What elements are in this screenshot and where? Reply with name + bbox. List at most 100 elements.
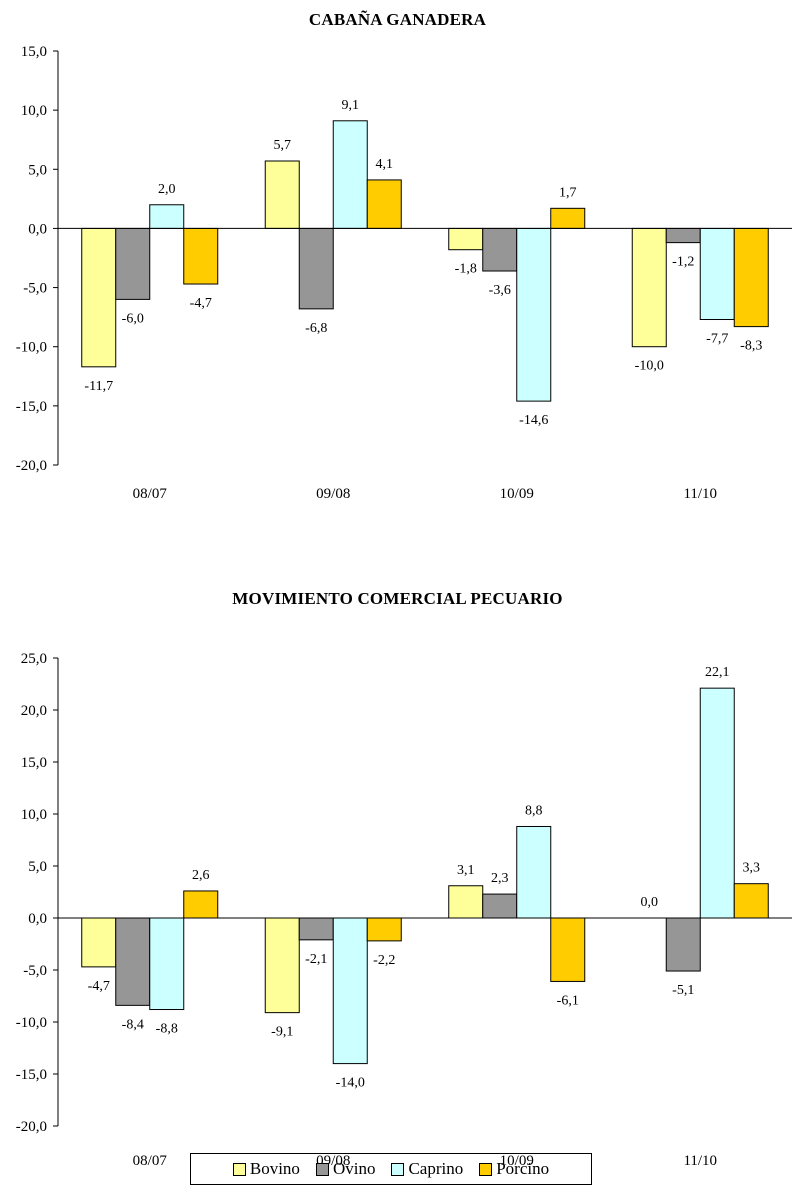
y-tick-label: -15,0 xyxy=(16,399,47,415)
legend-swatch-bovino xyxy=(232,1162,246,1176)
data-label: -1,8 xyxy=(455,262,477,277)
data-label: 3,1 xyxy=(457,863,475,878)
y-tick-label: -15,0 xyxy=(16,1067,47,1083)
x-tick-label: 08/07 xyxy=(133,486,168,502)
chart-cabana-ganadera: CABAÑA GANADERA 15,0 10,0 5,0 0,0 -5,0 -10,0 -… xyxy=(0,0,795,520)
data-label: -7,7 xyxy=(706,332,728,347)
x-tick-label: 10/09 xyxy=(500,1153,534,1169)
bar-porcino xyxy=(366,179,402,229)
bar-caprino xyxy=(149,204,185,229)
data-label: 5,7 xyxy=(274,138,292,153)
data-label: -2,2 xyxy=(373,953,395,968)
legend-item-bovino: Bovino xyxy=(232,1159,300,1179)
data-label: 22,1 xyxy=(705,665,730,680)
y-tick-label: -10,0 xyxy=(16,340,47,356)
legend-label: Ovino xyxy=(332,1159,376,1178)
data-label: -8,8 xyxy=(156,1022,178,1037)
data-label: -4,7 xyxy=(88,979,110,994)
data-label: -6,0 xyxy=(122,311,144,326)
data-label: -3,6 xyxy=(489,283,511,298)
data-label: -8,4 xyxy=(122,1017,144,1032)
bar-bovino xyxy=(448,885,484,919)
bar-caprino xyxy=(699,687,735,919)
y-tick-label: 15,0 xyxy=(21,44,47,60)
bar-ovino xyxy=(482,227,518,272)
bar-caprino xyxy=(699,227,735,321)
legend-item-ovino: Ovino xyxy=(315,1159,376,1179)
bar-bovino xyxy=(81,227,117,368)
y-tick-label: 0,0 xyxy=(28,911,47,927)
legend-label: Caprino xyxy=(408,1159,464,1178)
bar-chart-svg: 15,0 10,0 5,0 0,0 -5,0 -10,0 -15,0 -20,0 -11,7 -6… xyxy=(16,44,792,502)
bar-porcino xyxy=(183,890,219,919)
legend-label: Bovino xyxy=(249,1159,300,1178)
bar-caprino xyxy=(516,227,552,402)
bar-porcino xyxy=(550,917,586,982)
legend-swatch-ovino xyxy=(315,1162,329,1176)
y-tick-label: 15,0 xyxy=(21,755,47,771)
bar-ovino xyxy=(115,917,151,1006)
data-label: -2,1 xyxy=(305,952,327,967)
bar-ovino xyxy=(665,917,701,972)
x-tick-label: 09/08 xyxy=(316,486,350,502)
y-tick-label: -20,0 xyxy=(16,1119,47,1135)
y-tick-label: -20,0 xyxy=(16,458,47,474)
y-tick-label: 5,0 xyxy=(28,162,47,178)
bar-bovino xyxy=(264,917,300,1014)
legend-item-caprino: Caprino xyxy=(391,1159,463,1179)
legend-item-porcino: Porcino xyxy=(479,1159,549,1179)
data-label: -1,2 xyxy=(672,255,694,270)
y-tick-label: 20,0 xyxy=(21,703,47,719)
bar-ovino xyxy=(482,893,518,919)
bar-bovino xyxy=(631,227,667,348)
data-label: 2,6 xyxy=(192,868,210,883)
bar-ovino xyxy=(298,917,334,941)
bar-ovino xyxy=(298,227,334,310)
bar-chart-svg: 25,0 20,0 15,0 10,0 5,0 0,0 -5,0 -10,0 -15,0 -20,… xyxy=(16,651,792,1169)
bar-porcino xyxy=(550,207,586,229)
data-label: -5,1 xyxy=(672,983,694,998)
bar-porcino xyxy=(366,917,402,942)
y-tick-label: 5,0 xyxy=(28,859,47,875)
bar-bovino xyxy=(264,160,300,229)
data-label: 4,1 xyxy=(376,157,394,172)
legend-swatch-porcino xyxy=(479,1162,493,1176)
bar-bovino xyxy=(448,227,484,251)
data-label: -4,7 xyxy=(190,296,212,311)
y-tick-label: -10,0 xyxy=(16,1015,47,1031)
chart-legend: Bovino Ovino Caprino Porcino xyxy=(190,1153,592,1185)
data-label: 2,3 xyxy=(491,871,509,886)
chart-movimiento-comercial: MOVIMIENTO COMERCIAL PECUARIO 25,0 20,0 15… xyxy=(0,575,795,1169)
y-tick-label: 0,0 xyxy=(28,221,47,237)
bar-ovino xyxy=(665,227,701,244)
bar-caprino xyxy=(332,917,368,1065)
y-tick-label: 25,0 xyxy=(21,651,47,667)
x-tick-label: 11/10 xyxy=(683,486,717,502)
bar-caprino xyxy=(332,120,368,229)
bar-porcino xyxy=(733,883,769,919)
bar-caprino xyxy=(516,825,552,919)
chart-title: CABAÑA GANADERA xyxy=(308,10,487,29)
chart-title: MOVIMIENTO COMERCIAL PECUARIO xyxy=(232,589,563,608)
data-label: 0,0 xyxy=(641,895,659,910)
legend-swatch-caprino xyxy=(391,1162,405,1176)
data-label: -6,8 xyxy=(305,321,327,336)
bar-ovino xyxy=(115,227,151,300)
data-label: -10,0 xyxy=(635,359,664,374)
data-label: 9,1 xyxy=(342,98,360,113)
data-label: 3,3 xyxy=(743,861,761,876)
data-label: -9,1 xyxy=(271,1025,293,1040)
bar-porcino xyxy=(733,227,769,328)
data-label: -14,0 xyxy=(336,1076,365,1091)
bar-caprino xyxy=(149,917,185,1011)
data-label: 2,0 xyxy=(158,182,176,197)
y-tick-label: -5,0 xyxy=(23,281,47,297)
data-label: -8,3 xyxy=(740,339,762,354)
bar-porcino xyxy=(183,227,219,285)
data-label: 1,7 xyxy=(559,185,577,200)
x-tick-label: 08/07 xyxy=(133,1153,168,1169)
bar-bovino xyxy=(81,917,117,968)
data-label: -14,6 xyxy=(519,413,548,428)
data-label: -6,1 xyxy=(557,993,579,1008)
x-tick-label: 11/10 xyxy=(683,1153,717,1169)
